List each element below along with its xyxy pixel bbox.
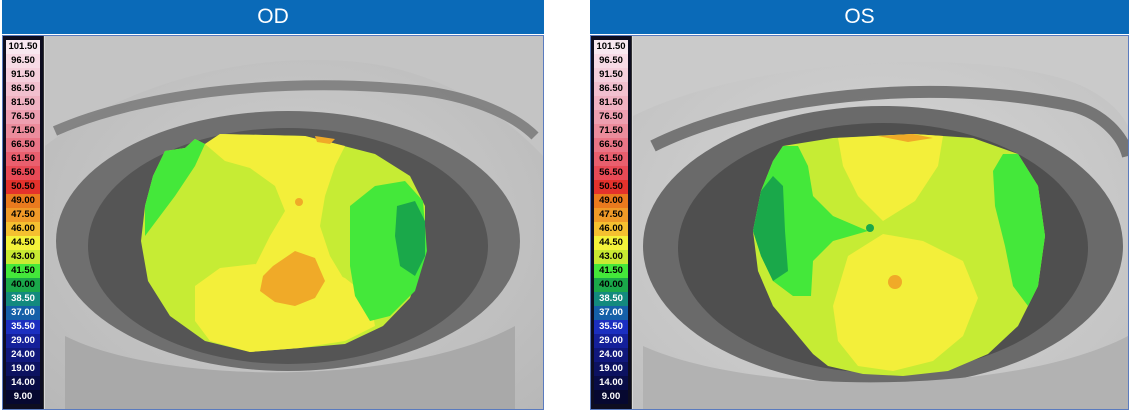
scale-value: 46.00	[594, 222, 628, 236]
scale-value: 43.00	[6, 250, 40, 264]
scale-value: 9.00	[6, 390, 40, 404]
os-color-scale: 101.50 96.50 91.50 86.50 81.50 76.50 71.50 66.5…	[591, 36, 632, 409]
scale-value: 40.00	[6, 278, 40, 292]
scale-value: 50.50	[6, 180, 40, 194]
scale-value: 47.50	[594, 208, 628, 222]
scale-value: 43.00	[594, 250, 628, 264]
scale-value: 24.00	[594, 348, 628, 362]
os-panel: OS 101.50 96.50 91.50 86.50 81.50 76.50 71.50 6…	[590, 0, 1129, 412]
scale-value: 76.50	[594, 110, 628, 124]
scale-value: 14.00	[594, 376, 628, 390]
scale-value: 9.00	[594, 390, 628, 404]
scale-value: 46.00	[6, 222, 40, 236]
od-lower-lid	[65, 326, 515, 409]
scale-value: 71.50	[6, 124, 40, 138]
scale-value: 14.00	[6, 376, 40, 390]
scale-value: 35.50	[6, 320, 40, 334]
scale-value: 19.00	[594, 362, 628, 376]
scale-value: 44.50	[6, 236, 40, 250]
scale-value: 49.00	[594, 194, 628, 208]
scale-value: 81.50	[6, 96, 40, 110]
od-panel: OD 101.50 96.50 91.50 86.50 81.50 76.50 71.50 6…	[2, 0, 544, 412]
scale-value: 61.50	[594, 152, 628, 166]
scale-value: 56.50	[6, 166, 40, 180]
scale-value: 66.50	[594, 138, 628, 152]
scale-value: 41.50	[6, 264, 40, 278]
os-lower-lid	[643, 336, 1128, 409]
scale-value: 38.50	[594, 292, 628, 306]
scale-value: 91.50	[6, 68, 40, 82]
scale-value: 101.50	[6, 40, 40, 54]
scale-value: 61.50	[6, 152, 40, 166]
os-panel-title: OS	[590, 0, 1129, 34]
scale-value: 71.50	[594, 124, 628, 138]
scale-value: 66.50	[6, 138, 40, 152]
scale-value: 49.00	[6, 194, 40, 208]
scale-value: 35.50	[594, 320, 628, 334]
od-eye-image[interactable]	[45, 36, 543, 409]
od-eyelash-line	[52, 80, 539, 140]
scale-value: 44.50	[594, 236, 628, 250]
scale-value: 50.50	[594, 180, 628, 194]
scale-value: 76.50	[6, 110, 40, 124]
od-upper-eyelid-shadow	[45, 36, 543, 156]
os-upper-eyelid-shadow	[633, 36, 1128, 126]
scale-value: 91.50	[594, 68, 628, 82]
scale-value: 101.50	[594, 40, 628, 54]
os-topography-map	[753, 134, 1045, 376]
scale-value: 86.50	[6, 82, 40, 96]
scale-value: 37.00	[594, 306, 628, 320]
os-eyelash-line	[650, 85, 1128, 158]
scale-value: 24.00	[6, 348, 40, 362]
scale-value: 19.00	[6, 362, 40, 376]
scale-value: 47.50	[6, 208, 40, 222]
scale-value: 81.50	[594, 96, 628, 110]
od-color-scale: 101.50 96.50 91.50 86.50 81.50 76.50 71.50 66.5…	[3, 36, 44, 409]
os-map-area: 101.50 96.50 91.50 86.50 81.50 76.50 71.50 66.5…	[590, 35, 1129, 410]
scale-value: 40.00	[594, 278, 628, 292]
scale-value: 41.50	[594, 264, 628, 278]
os-eye-image[interactable]	[633, 36, 1128, 409]
scale-value: 56.50	[594, 166, 628, 180]
scale-value: 96.50	[594, 54, 628, 68]
scale-value: 86.50	[594, 82, 628, 96]
scale-value: 29.00	[6, 334, 40, 348]
scale-value: 38.50	[6, 292, 40, 306]
scale-value: 37.00	[6, 306, 40, 320]
scale-value: 29.00	[594, 334, 628, 348]
scale-value: 96.50	[6, 54, 40, 68]
od-topography-map	[141, 134, 427, 352]
od-map-area: 101.50 96.50 91.50 86.50 81.50 76.50 71.50 66.5…	[2, 35, 544, 410]
od-panel-title: OD	[2, 0, 544, 34]
